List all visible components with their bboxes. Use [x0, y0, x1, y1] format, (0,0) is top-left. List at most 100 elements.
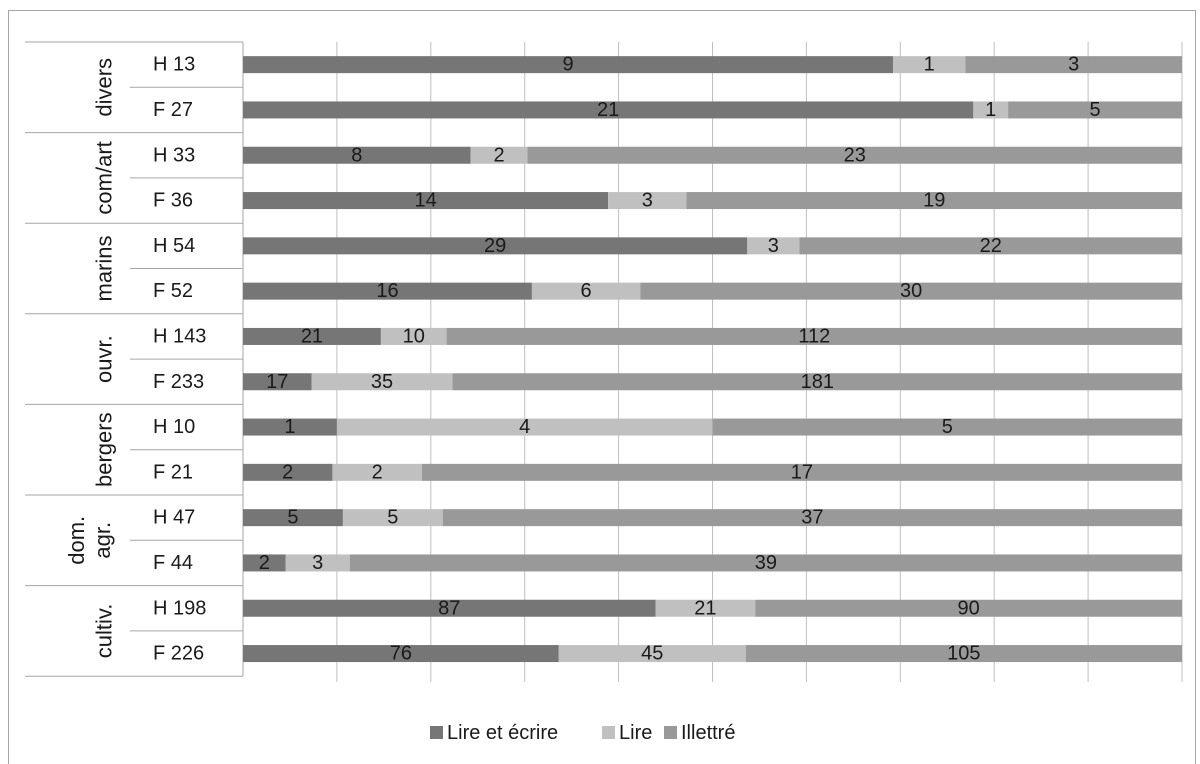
row-label: F 44 — [153, 552, 193, 574]
legend-label-illettr: Illettré — [681, 722, 735, 744]
data-label: 3 — [768, 235, 779, 257]
data-label: 87 — [438, 597, 460, 619]
bar-illettr — [755, 599, 1182, 617]
row-label: H 198 — [153, 597, 206, 619]
group-label-marins: marins — [92, 235, 117, 301]
bar-lire-et-crire — [243, 282, 532, 300]
data-label: 112 — [798, 325, 830, 347]
bar-lire-et-crire — [243, 463, 333, 481]
bar-lire — [747, 237, 800, 255]
data-label: 29 — [484, 235, 506, 257]
data-label: 5 — [387, 507, 398, 529]
bar-illettr — [712, 418, 1182, 436]
bar-lire — [285, 554, 350, 572]
data-label: 37 — [801, 507, 823, 529]
legend-swatch-lire-et-crire — [430, 726, 443, 739]
data-label: 105 — [947, 643, 980, 665]
data-label: 21 — [597, 99, 619, 121]
row-label: H 10 — [153, 416, 195, 438]
row-label: F 226 — [153, 643, 204, 665]
data-label: 45 — [641, 643, 663, 665]
data-label: 2 — [494, 144, 505, 166]
chart-frame — [8, 10, 1196, 764]
bar-lire-et-crire — [243, 146, 471, 164]
data-label: 5 — [942, 416, 953, 438]
data-label: 10 — [403, 325, 425, 347]
bar-illettr — [421, 463, 1182, 481]
bar-lire-et-crire — [243, 418, 337, 436]
bar-lire — [332, 463, 422, 481]
row-label: H 13 — [153, 54, 195, 76]
data-label: 5 — [287, 507, 298, 529]
data-label: 16 — [376, 280, 398, 302]
bar-lire-et-crire — [243, 509, 343, 527]
group-label-dom-agr: dom.agr. — [64, 516, 115, 565]
legend-swatch-illettr — [664, 726, 677, 739]
data-label: 3 — [642, 190, 653, 212]
bar-lire — [558, 645, 746, 663]
legend-label-lire: Lire — [619, 722, 652, 744]
bar-lire — [608, 192, 687, 210]
data-label: 5 — [1089, 99, 1100, 121]
row-label: H 54 — [153, 235, 195, 257]
bar-lire — [311, 373, 453, 391]
bar-illettr — [799, 237, 1182, 255]
bar-illettr — [452, 373, 1182, 391]
bar-lire-et-crire — [243, 599, 656, 617]
row-label: F 36 — [153, 190, 193, 212]
data-label: 1 — [985, 99, 996, 121]
bar-lire-et-crire — [243, 645, 559, 663]
bar-lire — [342, 509, 443, 527]
group-label-divers: divers — [92, 58, 117, 117]
data-label: 19 — [923, 190, 945, 212]
bar-illettr — [965, 56, 1182, 74]
data-label: 3 — [312, 552, 323, 574]
bar-lire-et-crire — [243, 56, 894, 74]
bar-lire-et-crire — [243, 554, 286, 572]
data-label: 6 — [581, 280, 592, 302]
row-label: F 21 — [153, 461, 193, 483]
bar-illettr — [745, 645, 1182, 663]
row-label: F 233 — [153, 371, 204, 393]
data-label: 9 — [562, 54, 573, 76]
row-label: H 47 — [153, 507, 195, 529]
legend-swatch-lire — [602, 726, 615, 739]
row-label: F 52 — [153, 280, 193, 302]
bar-illettr — [686, 192, 1182, 210]
data-label: 76 — [390, 643, 412, 665]
row-label: H 143 — [153, 325, 206, 347]
data-label: 181 — [801, 371, 834, 393]
data-label: 22 — [980, 235, 1002, 257]
data-label: 30 — [900, 280, 922, 302]
bar-lire — [655, 599, 756, 617]
bar-lire — [380, 327, 447, 345]
data-label: 2 — [372, 461, 383, 483]
data-label: 17 — [266, 371, 288, 393]
data-label: 21 — [301, 325, 323, 347]
bar-lire — [470, 146, 528, 164]
data-label: 17 — [791, 461, 813, 483]
data-label: 1 — [284, 416, 295, 438]
bar-lire-et-crire — [243, 237, 748, 255]
row-label: H 33 — [153, 144, 195, 166]
bar-illettr — [349, 554, 1182, 572]
data-label: 14 — [414, 190, 436, 212]
bar-lire-et-crire — [243, 327, 381, 345]
group-label-ouvr: ouvr. — [92, 335, 117, 383]
bar-lire-et-crire — [243, 101, 974, 119]
data-label: 8 — [351, 144, 362, 166]
data-label: 2 — [282, 461, 293, 483]
bar-illettr — [442, 509, 1182, 527]
group-label-bergers: bergers — [92, 412, 117, 487]
data-label: 39 — [755, 552, 777, 574]
data-label: 1 — [924, 54, 935, 76]
data-label: 21 — [694, 597, 716, 619]
bar-lire — [973, 101, 1009, 119]
group-label-cultiv: cultiv. — [92, 604, 117, 659]
data-label: 90 — [957, 597, 979, 619]
bar-lire-et-crire — [243, 192, 609, 210]
legend-label-lire-et-crire: Lire et écrire — [447, 722, 558, 744]
bar-lire — [893, 56, 966, 74]
data-label: 35 — [371, 371, 393, 393]
